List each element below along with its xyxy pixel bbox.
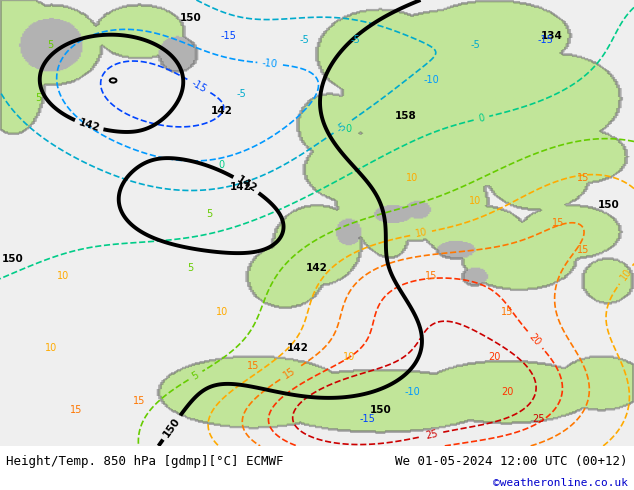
Text: 150: 150 [179, 13, 201, 23]
Text: 0: 0 [219, 160, 225, 170]
Text: 142: 142 [77, 118, 101, 134]
Text: 0: 0 [477, 113, 486, 124]
Text: -15: -15 [359, 414, 376, 424]
Text: 15: 15 [247, 361, 260, 370]
Text: 142: 142 [230, 182, 252, 192]
Text: 5: 5 [35, 93, 41, 103]
Text: 20: 20 [501, 388, 514, 397]
Text: Height/Temp. 850 hPa [gdmp][°C] ECMWF: Height/Temp. 850 hPa [gdmp][°C] ECMWF [6, 455, 284, 468]
Text: 150: 150 [370, 405, 391, 415]
Text: 20: 20 [488, 352, 501, 362]
Text: -5: -5 [299, 35, 309, 45]
Text: 0: 0 [346, 124, 352, 134]
Text: 15: 15 [577, 245, 590, 255]
Text: 158: 158 [395, 111, 417, 121]
Text: 134: 134 [541, 31, 562, 41]
Text: -5: -5 [470, 40, 481, 49]
Text: 15: 15 [281, 366, 297, 381]
Text: -15: -15 [190, 78, 209, 95]
Text: 15: 15 [70, 405, 82, 415]
Text: 142: 142 [287, 343, 309, 353]
Text: -5: -5 [350, 35, 360, 45]
Text: 5: 5 [187, 263, 193, 272]
Text: 142: 142 [211, 106, 233, 117]
Text: 15: 15 [552, 218, 564, 228]
Text: 10: 10 [44, 343, 57, 353]
Text: 142: 142 [235, 174, 258, 195]
Text: 10: 10 [414, 227, 428, 240]
Text: 25: 25 [533, 414, 545, 424]
Text: We 01-05-2024 12:00 UTC (00+12): We 01-05-2024 12:00 UTC (00+12) [395, 455, 628, 468]
Text: 142: 142 [306, 263, 328, 272]
Text: 15: 15 [577, 173, 590, 183]
Text: -10: -10 [262, 58, 278, 70]
Text: -5: -5 [335, 121, 349, 134]
Text: 5: 5 [190, 369, 201, 381]
Text: 15: 15 [425, 271, 437, 281]
Text: 10: 10 [216, 307, 228, 317]
Text: ©weatheronline.co.uk: ©weatheronline.co.uk [493, 478, 628, 489]
Text: 10: 10 [469, 196, 482, 206]
Text: 150: 150 [598, 200, 619, 210]
Text: 10: 10 [406, 173, 418, 183]
Text: 15: 15 [501, 307, 514, 317]
Text: -5: -5 [236, 89, 246, 98]
Text: 25: 25 [425, 428, 439, 441]
Text: 5: 5 [206, 209, 212, 219]
Text: -15: -15 [220, 31, 236, 41]
Text: -10: -10 [424, 75, 439, 85]
Text: -15: -15 [537, 35, 553, 45]
Text: 10: 10 [342, 352, 355, 362]
Text: 10: 10 [57, 271, 70, 281]
Text: 150: 150 [2, 254, 23, 264]
Text: 5: 5 [48, 40, 54, 49]
Text: 10: 10 [618, 267, 634, 283]
Text: 150: 150 [161, 416, 182, 439]
Text: 15: 15 [133, 396, 146, 406]
Text: -10: -10 [404, 388, 420, 397]
Text: 20: 20 [527, 332, 543, 348]
